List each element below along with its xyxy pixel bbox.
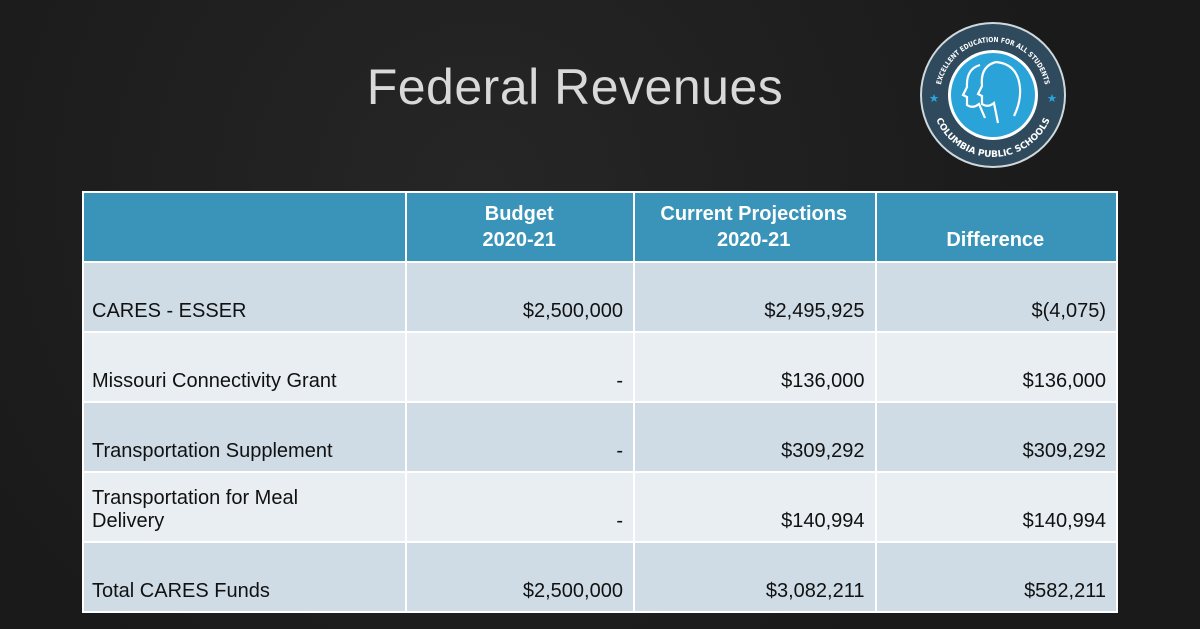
table-row: Missouri Connectivity Grant - $136,000 $…: [81, 331, 1118, 403]
header-line: Current Projections: [660, 203, 848, 225]
row-label: Total CARES Funds: [81, 541, 408, 613]
header-line: 2020-21: [482, 229, 556, 251]
difference-cell: $140,994: [874, 471, 1118, 543]
table-row: CARES - ESSER $2,500,000 $2,495,925 $(4,…: [81, 261, 1118, 333]
difference-cell: $309,292: [874, 401, 1118, 473]
row-label: Missouri Connectivity Grant: [81, 331, 408, 403]
header-budget: Budget 2020-21: [405, 191, 635, 263]
difference-cell: $582,211: [874, 541, 1118, 613]
header-difference: Difference: [874, 191, 1118, 263]
header-current-projections: Current Projections 2020-21: [632, 191, 877, 263]
budget-cell: -: [405, 471, 635, 543]
slide-title: Federal Revenues: [366, 59, 784, 115]
columbia-public-schools-logo: EXCELLENT EDUCATION FOR ALL STUDENTS COL…: [920, 22, 1066, 168]
budget-cell: -: [405, 331, 635, 403]
row-label: CARES - ESSER: [81, 261, 408, 333]
projection-cell: $136,000: [632, 331, 877, 403]
budget-cell: -: [405, 401, 635, 473]
budget-cell: $2,500,000: [405, 261, 635, 333]
table-row: Transportation Supplement - $309,292 $30…: [81, 401, 1118, 473]
header-line: Difference: [946, 229, 1045, 251]
star-icon: [1047, 94, 1057, 102]
projection-cell: $140,994: [632, 471, 877, 543]
budget-cell: $2,500,000: [405, 541, 635, 613]
header-line: 2020-21: [717, 229, 791, 251]
projection-cell: $309,292: [632, 401, 877, 473]
table-row-total: Total CARES Funds $2,500,000 $3,082,211 …: [81, 541, 1118, 613]
star-icon: [929, 94, 939, 102]
header-label: [81, 191, 408, 263]
federal-revenues-table: Budget 2020-21 Current Projections 2020-21…: [81, 191, 1118, 613]
projection-cell: $2,495,925: [632, 261, 877, 333]
table-header-row: Budget 2020-21 Current Projections 2020-21…: [81, 191, 1118, 263]
row-label: Transportation Supplement: [81, 401, 408, 473]
difference-cell: $136,000: [874, 331, 1118, 403]
row-label: Transportation for Meal Delivery: [81, 471, 408, 543]
header-line: Budget: [484, 203, 554, 225]
difference-cell: $(4,075): [874, 261, 1118, 333]
projection-cell: $3,082,211: [632, 541, 877, 613]
table-row: Transportation for Meal Delivery - $140,…: [81, 471, 1118, 543]
